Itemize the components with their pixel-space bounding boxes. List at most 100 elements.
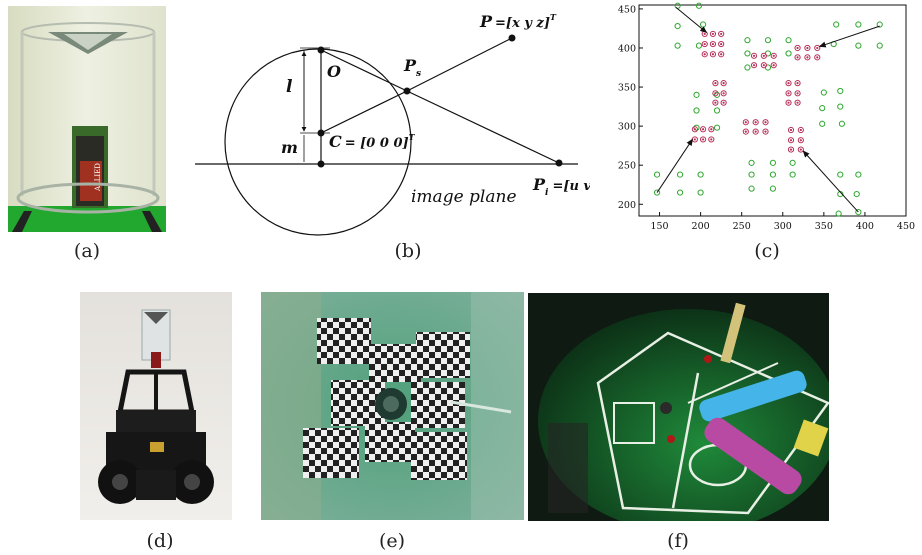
data-point-green — [769, 171, 777, 178]
data-point-green — [835, 210, 842, 217]
data-point-red — [794, 80, 801, 87]
data-point-red-center — [711, 53, 715, 56]
data-point-red-center — [806, 46, 809, 50]
data-point-red — [742, 119, 749, 126]
data-point-red-center — [701, 138, 705, 141]
label-O: O — [327, 62, 341, 81]
plot-arrow — [656, 138, 693, 193]
x-tick-label: 200 — [692, 221, 710, 232]
point-Ps — [403, 87, 411, 95]
data-point-red — [794, 44, 801, 52]
label-Pi-def: =[u v] — [552, 179, 590, 194]
label-C-def: = [0 0 0] — [345, 136, 409, 151]
point-C — [317, 129, 325, 137]
data-point-red-center — [789, 148, 793, 151]
data-point-red-center — [744, 130, 747, 133]
x-tick-label: 400 — [856, 221, 874, 232]
data-point-red-center — [787, 82, 790, 85]
y-tick-label: 250 — [618, 161, 636, 172]
diagram-b-projection-model: P =[x y z]T O Ps l m C = [0 0 0]T image pl… — [195, 12, 590, 236]
data-point-red — [794, 90, 801, 97]
label-Pi: P — [532, 175, 546, 194]
data-point-red-center — [772, 64, 775, 67]
data-point-red-center — [722, 92, 725, 95]
x-tick-label: 250 — [733, 221, 751, 232]
photo-d-robot — [80, 292, 232, 520]
data-point-green — [837, 87, 844, 95]
data-point-red-center — [764, 130, 767, 133]
data-point-red-center — [711, 42, 715, 46]
data-point-green — [837, 171, 844, 178]
data-point-green — [769, 159, 777, 166]
data-point-red — [750, 62, 758, 69]
plot-frame — [638, 4, 907, 217]
data-point-red — [712, 90, 719, 97]
label-image-plane: image plane — [411, 187, 517, 207]
data-point-red — [701, 40, 708, 48]
data-point-red — [720, 90, 727, 97]
data-point-green — [697, 189, 704, 196]
data-point-red-center — [720, 53, 723, 56]
data-point-red-center — [799, 139, 802, 142]
data-point-green — [876, 21, 883, 28]
data-point-green — [855, 21, 862, 28]
data-point-green — [693, 107, 700, 114]
data-point-green — [748, 185, 755, 192]
data-point-green — [819, 105, 826, 112]
caption-e: (e) — [378, 530, 406, 552]
data-point-green — [833, 21, 840, 28]
data-point-red — [814, 54, 821, 61]
data-point-red — [760, 62, 767, 69]
caption-d: (d) — [146, 530, 174, 552]
data-point-red — [785, 90, 792, 97]
data-point-green — [838, 120, 846, 127]
data-point-red-center — [720, 42, 723, 46]
data-point-red — [708, 136, 715, 143]
data-point-red-center — [816, 56, 819, 59]
svg-text:C= [0 0 0]T: C = [0 0 0]T — [329, 132, 416, 151]
data-point-red — [804, 54, 811, 61]
svg-text:P=[x y z]T: P =[x y z]T — [479, 12, 557, 31]
y-tick-label: 400 — [618, 43, 636, 54]
photo-a-label: ALLIED — [94, 163, 102, 192]
label-C: C — [329, 132, 342, 151]
data-point-green — [748, 171, 755, 178]
data-point-red-center — [816, 46, 819, 50]
data-point-red-center — [710, 138, 713, 141]
data-point-red — [709, 30, 717, 38]
caption-a: (a) — [73, 240, 101, 262]
data-point-green — [819, 120, 826, 127]
svg-text:Pi=[u v]T: Pi=[u v]T — [532, 175, 590, 198]
data-point-green — [697, 171, 704, 178]
point-P — [508, 34, 516, 42]
data-point-red-center — [762, 54, 765, 57]
data-point-red — [752, 128, 759, 135]
data-point-red — [787, 137, 795, 144]
data-point-red — [720, 80, 727, 87]
data-point-green — [789, 159, 796, 166]
data-point-red-center — [806, 56, 809, 59]
data-point-red-center — [722, 101, 725, 104]
data-point-red-center — [710, 128, 713, 131]
data-point-green — [837, 103, 844, 110]
y-tick-label: 450 — [618, 4, 636, 15]
data-point-green — [653, 171, 661, 178]
data-point-green — [785, 50, 792, 57]
data-point-red — [804, 44, 811, 52]
data-point-red — [709, 40, 717, 48]
data-point-red-center — [799, 148, 802, 151]
data-point-red — [699, 126, 707, 133]
data-point-red — [712, 80, 719, 87]
data-point-red — [762, 128, 769, 135]
data-point-red-center — [703, 53, 706, 56]
data-point-red — [709, 51, 717, 58]
data-point-green — [744, 64, 751, 71]
data-point-red-center — [714, 101, 717, 104]
data-point-red-center — [754, 130, 757, 133]
label-P: P — [479, 12, 493, 31]
data-point-red-center — [752, 64, 756, 67]
data-point-red — [720, 99, 727, 106]
data-point-red-center — [796, 56, 799, 59]
data-point-green — [674, 23, 681, 30]
data-point-red-center — [720, 32, 723, 36]
